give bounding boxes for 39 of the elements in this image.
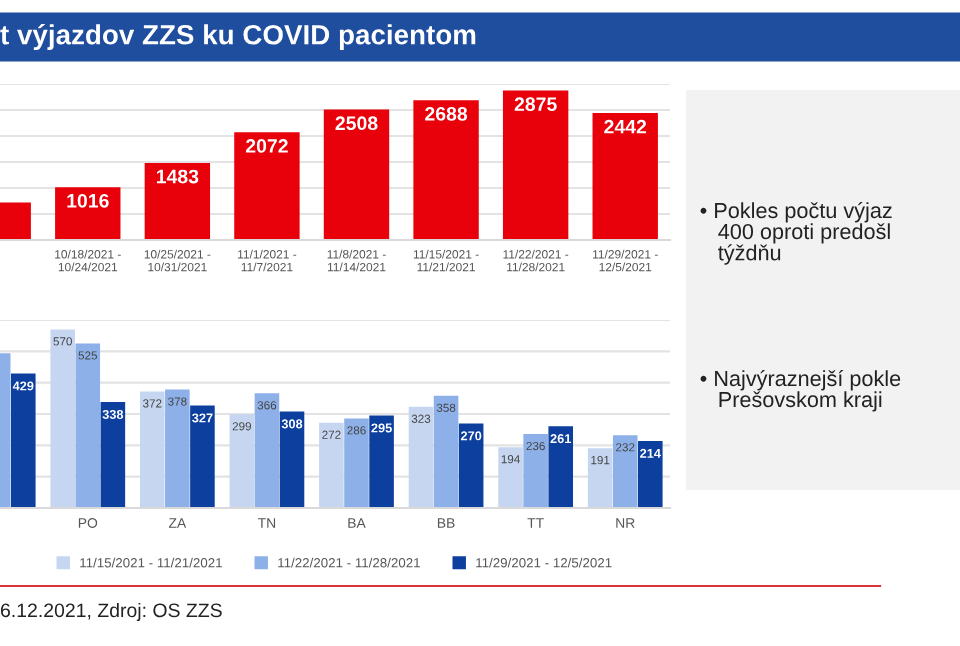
data-label: 2508 xyxy=(335,116,378,131)
data-label: 1483 xyxy=(156,169,199,184)
bar xyxy=(498,447,523,508)
bar xyxy=(592,113,658,240)
bar xyxy=(369,415,394,508)
bar xyxy=(55,187,121,240)
bar xyxy=(548,426,574,508)
bar xyxy=(190,405,215,508)
text: • Najvýraznejší pokle Prešovskom kraji xyxy=(700,370,901,412)
data-label: 2688 xyxy=(425,106,468,121)
data-label: 1016 xyxy=(67,193,109,208)
bar xyxy=(433,395,459,508)
data-label: 2442 xyxy=(604,119,647,134)
bar xyxy=(254,393,280,508)
bar xyxy=(502,90,569,240)
bar xyxy=(344,418,369,508)
bar xyxy=(100,402,126,508)
bar xyxy=(279,411,305,508)
bar xyxy=(612,435,638,508)
chart-title: t výjazdov ZZS ku COVID pacientom xyxy=(0,23,476,51)
text: • Pokles počtu výjaz 400 oproti predošl týždňu xyxy=(700,202,892,265)
bar xyxy=(587,448,613,508)
bar xyxy=(319,422,344,508)
data-label: 2875 xyxy=(514,97,557,112)
bar xyxy=(323,109,390,240)
bar xyxy=(75,343,101,508)
bar xyxy=(413,100,479,240)
bar xyxy=(638,440,663,508)
bar xyxy=(139,391,165,508)
text: 6.12.2021, Zdroj: OS ZZS xyxy=(0,602,222,622)
bar xyxy=(234,132,300,240)
bar xyxy=(50,329,75,508)
data-label: 2072 xyxy=(245,139,288,153)
bar xyxy=(229,414,255,508)
bar xyxy=(144,162,211,240)
bar xyxy=(408,406,434,508)
bar xyxy=(458,423,484,508)
bar xyxy=(165,389,190,508)
bar xyxy=(523,434,548,508)
